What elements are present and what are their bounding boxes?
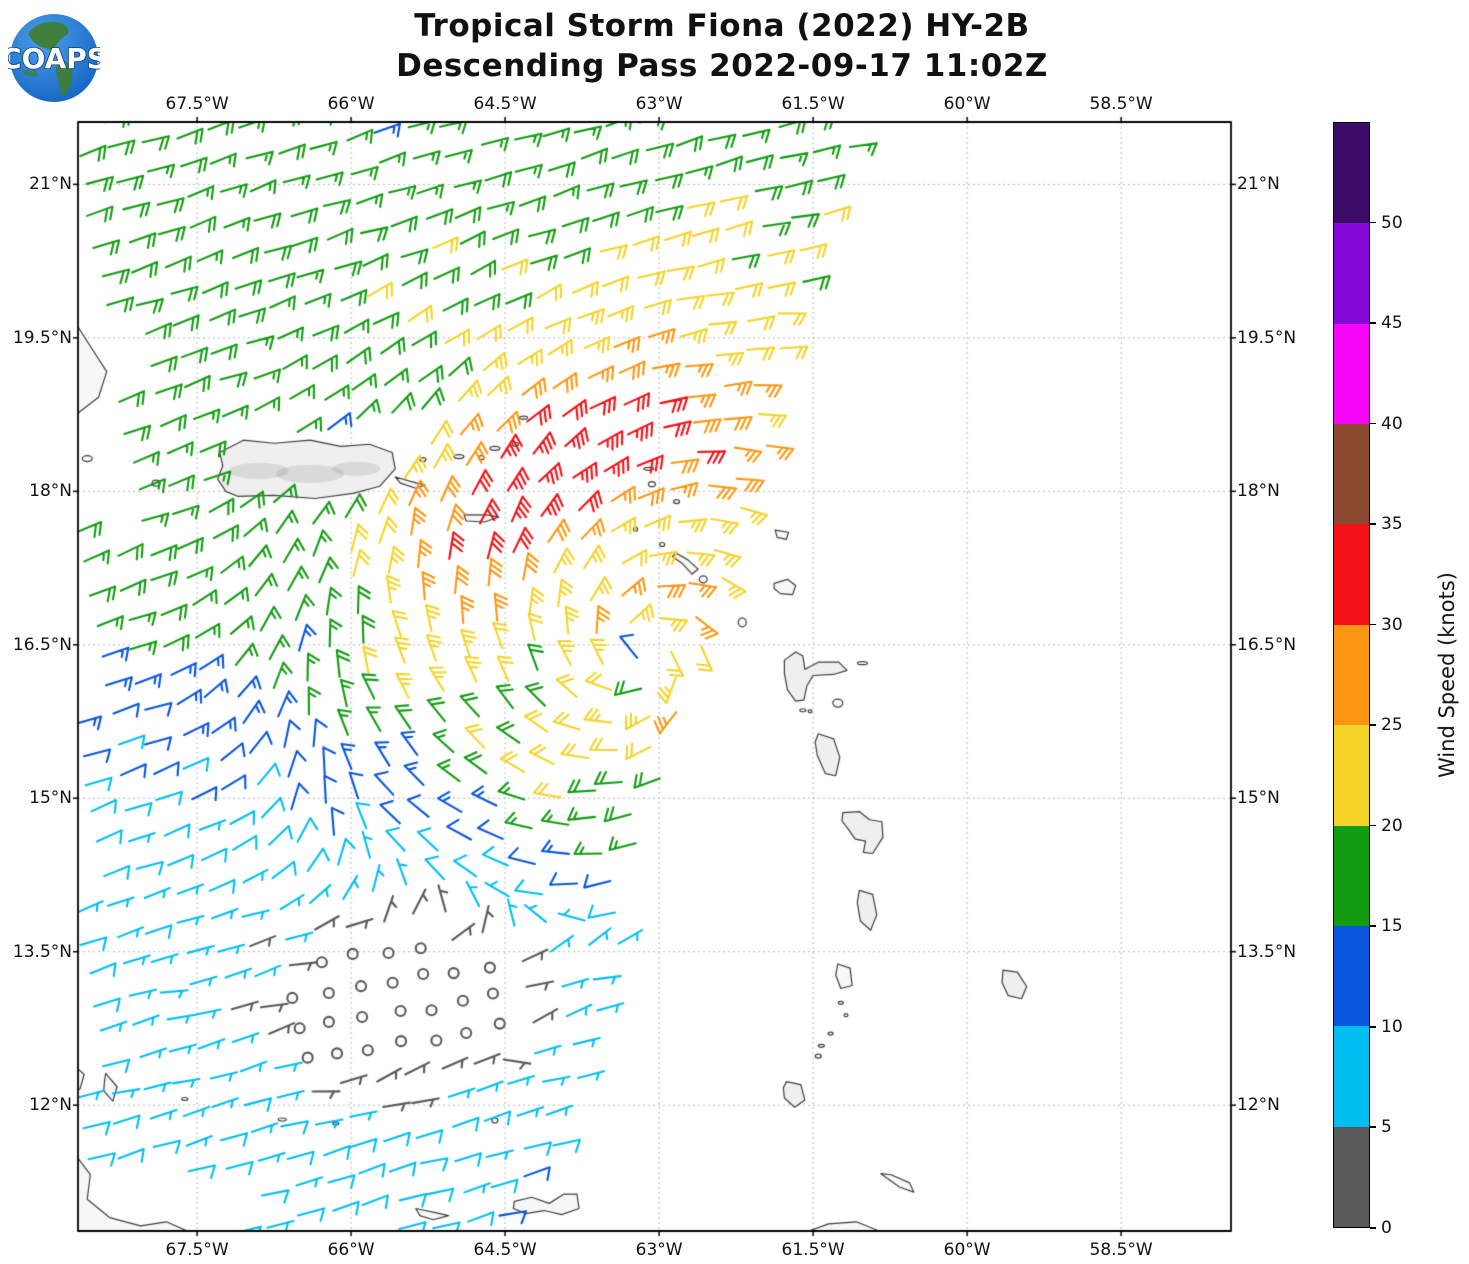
x-tick-label-top: 61.5°W bbox=[781, 94, 845, 114]
colorbar-tick-label: 5 bbox=[1381, 1117, 1392, 1138]
colorbar-tick bbox=[1370, 824, 1376, 827]
colorbar-tick bbox=[1370, 623, 1376, 626]
colorbar-tick-label: 30 bbox=[1381, 614, 1403, 635]
y-tick-label-right: 16.5°N bbox=[1237, 634, 1297, 655]
colorbar-tick bbox=[1370, 724, 1376, 726]
globe-north-america bbox=[28, 21, 69, 50]
x-tick-label-bottom: 63°W bbox=[635, 1240, 683, 1260]
colorbar-bin-45-50 bbox=[1334, 223, 1369, 324]
colorbar bbox=[1333, 122, 1370, 1228]
x-tick-label-top: 63°W bbox=[635, 94, 683, 114]
x-tick-label-top: 64.5°W bbox=[473, 94, 537, 114]
colorbar-bin-0-5 bbox=[1334, 1126, 1369, 1227]
colorbar-bin-50+ bbox=[1334, 123, 1369, 224]
colorbar-tick-label: 10 bbox=[1381, 1016, 1403, 1037]
colorbar-tick bbox=[1370, 925, 1376, 927]
x-tick-label-top: 66°W bbox=[327, 94, 375, 114]
x-tick-label-top: 58.5°W bbox=[1089, 94, 1153, 114]
colorbar-tick-label: 0 bbox=[1381, 1218, 1392, 1238]
x-tick-label-bottom: 61.5°W bbox=[781, 1240, 845, 1260]
colorbar-tick-label: 20 bbox=[1381, 815, 1403, 836]
colorbar-bin-40-45 bbox=[1334, 323, 1369, 425]
colorbar-tick-label: 15 bbox=[1381, 916, 1403, 937]
colorbar-tick-label: 25 bbox=[1381, 715, 1403, 736]
colorbar-tick bbox=[1370, 221, 1376, 224]
colorbar-bin-5-10 bbox=[1334, 1026, 1369, 1127]
y-tick-label-left: 15°N bbox=[29, 788, 72, 809]
y-tick-label-left: 18°N bbox=[29, 481, 72, 502]
y-tick-label-right: 12°N bbox=[1237, 1095, 1280, 1116]
chart-title-line2: Descending Pass 2022-09-17 11:02Z bbox=[396, 48, 1048, 84]
y-tick-label-right: 18°N bbox=[1237, 481, 1280, 502]
x-tick-label-bottom: 64.5°W bbox=[473, 1240, 537, 1260]
colorbar-tick bbox=[1370, 1025, 1376, 1028]
chart-title-line1: Tropical Storm Fiona (2022) HY-2B bbox=[414, 8, 1030, 44]
coaps-logo: COAPS bbox=[8, 14, 100, 102]
colorbar-bin-25-30 bbox=[1334, 624, 1369, 726]
x-tick-label-top: 67.5°W bbox=[165, 94, 229, 114]
colorbar-tick bbox=[1370, 523, 1376, 525]
y-tick-label-right: 21°N bbox=[1237, 174, 1280, 195]
colorbar-tick-label: 45 bbox=[1381, 313, 1403, 334]
x-tick-label-bottom: 66°W bbox=[327, 1240, 375, 1260]
colorbar-tick bbox=[1370, 422, 1376, 425]
y-tick-label-left: 19.5°N bbox=[12, 327, 72, 348]
x-tick-label-bottom: 67.5°W bbox=[165, 1240, 229, 1260]
globe-south-america bbox=[56, 61, 73, 95]
globe-landmass bbox=[22, 68, 38, 77]
x-tick-label-bottom: 58.5°W bbox=[1089, 1240, 1153, 1260]
logo-text: COAPS bbox=[8, 42, 100, 75]
y-tick-label-left: 16.5°N bbox=[12, 634, 72, 655]
colorbar-tick-label: 35 bbox=[1381, 514, 1403, 535]
colorbar-tick bbox=[1370, 322, 1376, 324]
y-tick-label-right: 15°N bbox=[1237, 788, 1280, 809]
y-tick-label-right: 13.5°N bbox=[1237, 941, 1297, 962]
chart-title-block: Tropical Storm Fiona (2022) HY-2B Descen… bbox=[396, 6, 1048, 86]
y-tick-label-left: 13.5°N bbox=[12, 941, 72, 962]
x-tick-label-top: 60°W bbox=[943, 94, 991, 114]
colorbar-tick bbox=[1370, 1126, 1376, 1129]
y-tick-label-left: 21°N bbox=[29, 174, 72, 195]
y-tick-label-right: 19.5°N bbox=[1237, 327, 1297, 348]
colorbar-bin-10-15 bbox=[1334, 925, 1369, 1027]
colorbar-bin-15-20 bbox=[1334, 825, 1369, 926]
colorbar-tick bbox=[1370, 1227, 1376, 1229]
colorbar-tick-label: 50 bbox=[1381, 212, 1403, 233]
colorbar-title: Wind Speed (knots) bbox=[1435, 572, 1459, 778]
colorbar-bin-35-40 bbox=[1334, 424, 1369, 525]
y-tick-label-left: 12°N bbox=[29, 1095, 72, 1116]
colorbar-bin-20-25 bbox=[1334, 725, 1369, 826]
colorbar-bin-30-35 bbox=[1334, 524, 1369, 625]
colorbar-tick-label: 40 bbox=[1381, 413, 1403, 434]
x-tick-label-bottom: 60°W bbox=[943, 1240, 991, 1260]
